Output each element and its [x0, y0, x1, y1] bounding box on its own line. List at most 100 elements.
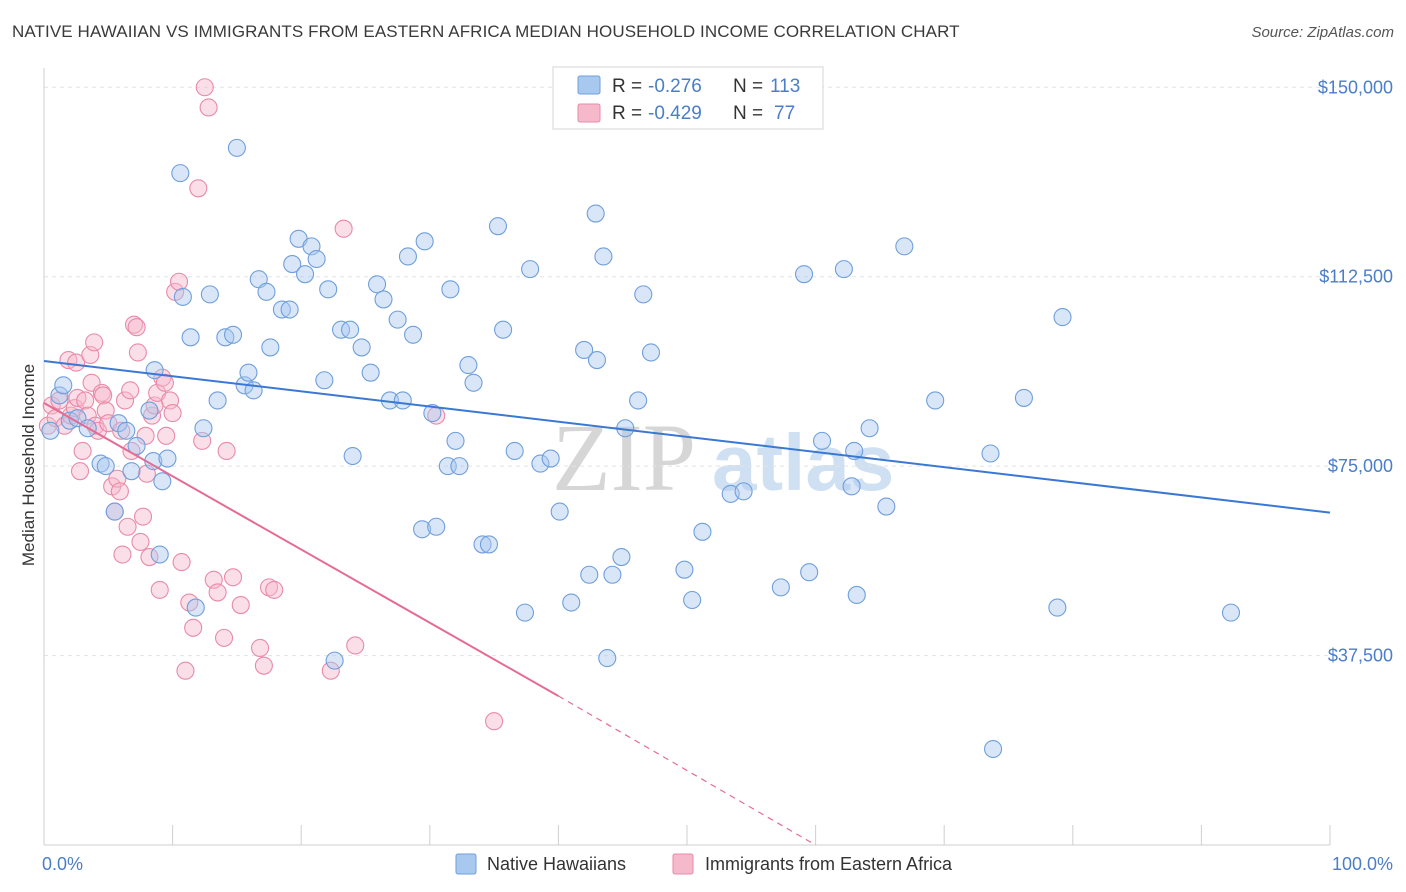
- bottom-legend-swatch-pink: [672, 853, 694, 875]
- stats-legend: R = -0.276 N = 113 R = -0.429 N = 77: [552, 66, 824, 130]
- data-point: [50, 391, 69, 410]
- data-point: [598, 649, 617, 668]
- data-point: [473, 535, 492, 554]
- data-point: [812, 431, 832, 450]
- axes: [43, 68, 1331, 846]
- data-point: [94, 386, 113, 405]
- data-point: [239, 363, 258, 382]
- data-point: [343, 446, 362, 466]
- legend-n-label-2: N =: [733, 103, 763, 124]
- series-legend: Native Hawaiians Immigrants from Eastern…: [455, 853, 953, 875]
- trend-lines: [43, 360, 1331, 846]
- data-point: [586, 204, 605, 223]
- data-point: [254, 656, 273, 675]
- data-point: [834, 260, 853, 279]
- data-point: [158, 449, 177, 468]
- data-point: [127, 436, 146, 455]
- data-point: [634, 285, 653, 304]
- data-point: [113, 545, 132, 564]
- data-point: [189, 179, 208, 198]
- data-point: [413, 520, 432, 539]
- watermark-zip: ZIP: [552, 404, 696, 511]
- data-point: [127, 318, 146, 337]
- data-point: [346, 636, 365, 655]
- data-point: [1221, 603, 1241, 622]
- data-point: [145, 361, 164, 380]
- data-point: [223, 325, 243, 344]
- data-point: [70, 462, 90, 481]
- data-point: [675, 560, 694, 579]
- data-point: [860, 419, 879, 438]
- data-point: [575, 340, 594, 359]
- data-point: [427, 517, 446, 536]
- data-point: [485, 712, 504, 731]
- legend-swatch-blue: [577, 75, 601, 95]
- data-point: [794, 265, 814, 284]
- data-point: [124, 315, 144, 334]
- y-tick-label: $150,000: [1318, 77, 1393, 97]
- data-point: [926, 391, 945, 410]
- data-point: [223, 568, 243, 587]
- legend-n-label-1: N =: [733, 76, 763, 97]
- data-point: [441, 280, 460, 299]
- x-tick-labels: 0.0% 100.0%: [42, 854, 1393, 874]
- data-point: [67, 353, 86, 372]
- data-point: [118, 517, 137, 536]
- data-point: [404, 325, 423, 344]
- data-point: [612, 548, 631, 567]
- legend-swatch-pink: [577, 103, 601, 123]
- data-point: [186, 598, 205, 617]
- data-point: [133, 507, 153, 526]
- data-point: [176, 661, 195, 680]
- legend-r-value-2: -0.429: [648, 103, 702, 124]
- data-point: [771, 578, 790, 597]
- data-point: [131, 532, 150, 551]
- data-point: [415, 232, 434, 251]
- data-point: [50, 386, 69, 405]
- x-tick-label-max: 100.0%: [1332, 854, 1393, 874]
- data-point: [122, 462, 141, 481]
- data-point: [895, 237, 914, 256]
- data-point: [121, 381, 140, 400]
- data-point: [587, 350, 607, 370]
- data-point: [374, 290, 393, 309]
- data-point: [488, 217, 508, 236]
- data-point: [184, 618, 203, 637]
- data-point: [181, 328, 200, 347]
- data-point: [459, 356, 478, 375]
- x-tick-label-min: 0.0%: [42, 854, 83, 874]
- data-point: [541, 449, 560, 468]
- data-point: [450, 457, 469, 476]
- trend-line-native-hawaiians: [43, 360, 1331, 514]
- data-point: [325, 651, 344, 670]
- data-point: [334, 219, 353, 238]
- data-point: [54, 376, 73, 395]
- data-point: [877, 497, 896, 516]
- data-point: [109, 414, 128, 433]
- data-point: [199, 98, 218, 117]
- data-point: [319, 280, 338, 299]
- data-point: [96, 457, 115, 476]
- data-point: [423, 404, 442, 423]
- data-point: [550, 502, 569, 521]
- data-point: [981, 444, 1000, 463]
- data-point: [361, 363, 380, 382]
- data-point: [140, 401, 159, 420]
- data-point: [1014, 388, 1033, 407]
- data-point: [984, 739, 1003, 759]
- data-point: [494, 320, 513, 339]
- data-point: [110, 482, 129, 501]
- data-point: [341, 320, 360, 339]
- legend-r-label-1: R =: [612, 76, 642, 97]
- data-point: [515, 603, 535, 622]
- data-point: [150, 545, 169, 564]
- data-point: [842, 477, 861, 496]
- y-tick-label: $37,500: [1328, 646, 1393, 666]
- data-point: [505, 441, 524, 461]
- data-point: [91, 454, 110, 473]
- data-point: [250, 638, 270, 658]
- data-point: [479, 535, 499, 554]
- data-point: [173, 287, 192, 306]
- data-point: [261, 338, 280, 357]
